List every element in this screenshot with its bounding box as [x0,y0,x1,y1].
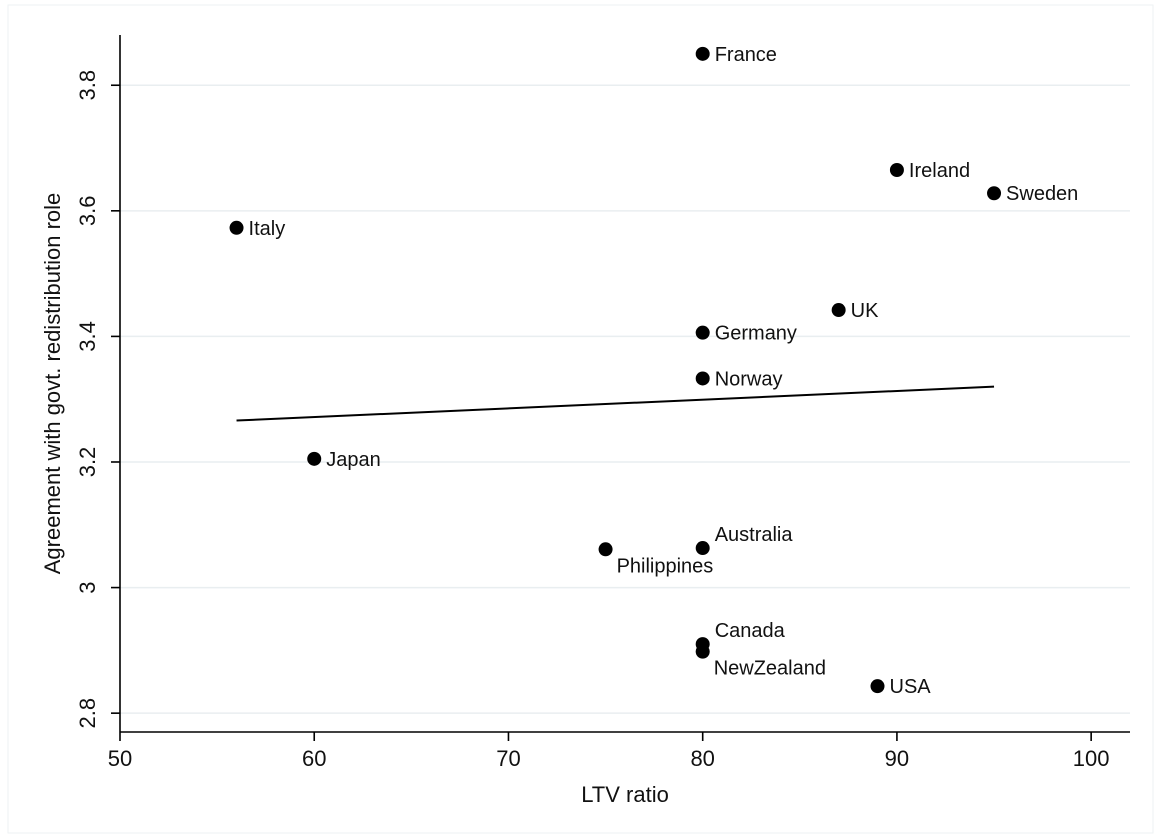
x-ticks: 50 60 70 80 90 100 [108,732,1110,771]
point-label: USA [890,676,932,698]
x-tick-label: 80 [690,746,714,771]
fit-line [236,385,995,422]
y-tick-label: 3 [75,581,100,593]
y-tick-label: 3.4 [75,321,100,352]
y-tick-label: 2.8 [75,698,100,729]
data-point [889,163,904,178]
point-label: Italy [249,218,286,240]
x-tick-label: 100 [1073,746,1110,771]
y-tick-label: 3.6 [75,196,100,227]
data-point [987,186,1002,201]
data-points: France Ireland Sweden Italy UK Germany Norway J… [229,44,1078,698]
y-axis-title: Agreement with govt. redistribution role [40,193,65,575]
data-point [695,371,710,386]
gridlines [120,84,1130,714]
y-ticks: 2.8 3 3.2 3.4 3.6 3.8 [75,70,120,729]
x-tick-label: 90 [885,746,909,771]
point-label: Germany [715,323,797,345]
data-point [307,451,322,466]
data-point [870,679,885,694]
point-label: Canada [715,620,786,642]
point-label: Japan [326,449,381,471]
point-label: Sweden [1006,183,1078,205]
data-point [831,303,846,318]
data-point [695,46,710,61]
data-point [695,541,710,556]
point-label: UK [851,300,879,322]
y-tick-label: 3.2 [75,447,100,478]
data-point [695,644,710,659]
data-point [695,325,710,340]
x-axis-title: LTV ratio [581,782,669,807]
data-point [229,220,244,235]
data-point [598,542,613,557]
x-tick-label: 50 [108,746,132,771]
point-label: NewZealand [714,658,826,680]
x-tick-label: 70 [496,746,520,771]
point-label: France [715,44,777,66]
fit-line-group [236,385,995,422]
y-tick-label: 3.8 [75,70,100,101]
point-label: Philippines [617,555,714,577]
axes [119,35,1130,733]
point-label: Norway [715,368,783,390]
x-tick-label: 60 [302,746,326,771]
chart-frame [7,4,1154,834]
point-label: Australia [715,524,794,546]
point-label: Ireland [909,160,970,182]
